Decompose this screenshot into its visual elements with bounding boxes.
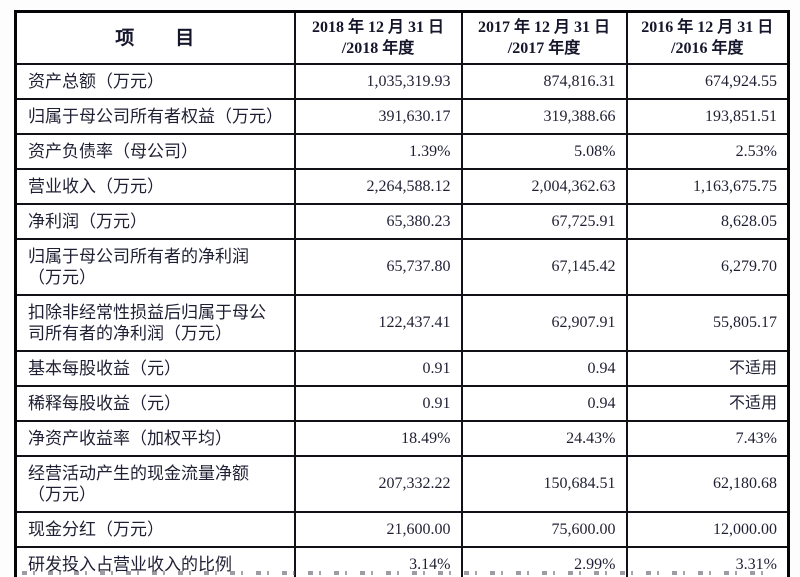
table-row: 归属于母公司所有者的净利润 （万元） 65,737.80 67,145.42 6,27… [14,238,790,296]
row-value: 6,279.70 [625,238,790,296]
row-value: 67,725.91 [460,203,628,240]
table-row: 归属于母公司所有者权益（万元） 391,630.17 319,388.66 193,8… [14,98,790,135]
header-column-2017: 2017 年 12 月 31 日 /2017 年度 [460,10,628,65]
table-row: 扣除非经常性损益后归属于母公 司所有者的净利润（万元） 122,437.41 62,… [14,294,790,352]
row-value: 0.91 [293,385,463,422]
row-value: 1,163,675.75 [625,168,790,205]
row-label: 扣除非经常性损益后归属于母公 司所有者的净利润（万元） [14,294,296,352]
row-label: 净资产收益率（加权平均） [14,420,296,457]
row-value: 不适用 [625,385,790,422]
row-value: 0.94 [460,350,628,387]
table-row: 资产负债率（母公司） 1.39% 5.08% 2.53% [14,133,790,170]
row-label: 经营活动产生的现金流量净额 （万元） [14,455,296,513]
row-value: 5.08% [460,133,628,170]
financial-indicators-table: 项 目 2018 年 12 月 31 日 /2018 年度 2017 年 12 … [14,10,790,577]
row-value: 55,805.17 [625,294,790,352]
row-value: 2.53% [625,133,790,170]
header-row: 项 目 2018 年 12 月 31 日 /2018 年度 2017 年 12 … [14,10,790,65]
row-value: 7.43% [625,420,790,457]
row-label: 归属于母公司所有者权益（万元） [14,98,296,135]
header-2016-date: 2016 年 12 月 31 日 [641,19,774,36]
header-2018-date: 2018 年 12 月 31 日 [311,19,444,36]
table-row: 经营活动产生的现金流量净额 （万元） 207,332.22 150,684.51 62… [14,455,790,513]
table-header: 项 目 2018 年 12 月 31 日 /2018 年度 2017 年 12 … [14,10,790,65]
row-value: 75,600.00 [460,511,628,548]
row-value: 1.39% [293,133,463,170]
header-2016-period: /2016 年度 [671,40,744,57]
row-label: 基本每股收益（元） [14,350,296,387]
row-value: 2,264,588.12 [293,168,463,205]
row-value: 391,630.17 [293,98,463,135]
table-row: 净利润（万元） 65,380.23 67,725.91 8,628.05 [14,203,790,240]
row-value: 2,004,362.63 [460,168,628,205]
table-row: 现金分红（万元） 21,600.00 75,600.00 12,000.00 [14,511,790,548]
table-row: 基本每股收益（元） 0.91 0.94 不适用 [14,350,790,387]
header-2017-period: /2017 年度 [507,40,581,57]
row-value: 62,907.91 [460,294,628,352]
row-label: 稀释每股收益（元） [14,385,296,422]
header-column-2016: 2016 年 12 月 31 日 /2016 年度 [625,10,790,65]
table-row: 资产总额（万元） 1,035,319.93 874,816.31 674,924.55 [14,63,790,100]
row-value: 122,437.41 [293,294,463,352]
header-2018-period: /2018 年度 [341,40,415,57]
row-label: 归属于母公司所有者的净利润 （万元） [14,238,296,296]
row-label: 资产负债率（母公司） [14,133,296,170]
table-row: 营业收入（万元） 2,264,588.12 2,004,362.63 1,163,67… [14,168,790,205]
row-value: 674,924.55 [625,63,790,100]
header-column-2018: 2018 年 12 月 31 日 /2018 年度 [293,10,463,65]
table-row: 稀释每股收益（元） 0.91 0.94 不适用 [14,385,790,422]
row-value: 62,180.68 [625,455,790,513]
table-row: 净资产收益率（加权平均） 18.49% 24.43% 7.43% [14,420,790,457]
row-value: 319,388.66 [460,98,628,135]
row-value: 18.49% [293,420,463,457]
row-value: 150,684.51 [460,455,628,513]
row-value: 8,628.05 [625,203,790,240]
row-label: 营业收入（万元） [14,168,296,205]
header-item-column: 项 目 [14,10,296,65]
header-2017-date: 2017 年 12 月 31 日 [477,19,610,36]
row-label: 现金分红（万元） [14,511,296,548]
row-value: 65,737.80 [293,238,463,296]
row-label: 资产总额（万元） [14,63,296,100]
table-row: 研发投入占营业收入的比例 3.14% 2.99% 3.31% [14,546,790,577]
row-value: 1,035,319.93 [293,63,463,100]
table-body: 资产总额（万元） 1,035,319.93 874,816.31 674,924.55… [14,63,790,577]
row-value: 0.91 [293,350,463,387]
row-value: 67,145.42 [460,238,628,296]
clipped-footnote-fragment [22,571,774,575]
row-value: 874,816.31 [460,63,628,100]
row-value: 12,000.00 [625,511,790,548]
row-value: 65,380.23 [293,203,463,240]
row-value: 0.94 [460,385,628,422]
row-value: 193,851.51 [625,98,790,135]
row-label: 净利润（万元） [14,203,296,240]
row-value: 207,332.22 [293,455,463,513]
row-value: 24.43% [460,420,628,457]
row-value: 不适用 [625,350,790,387]
row-value: 21,600.00 [293,511,463,548]
